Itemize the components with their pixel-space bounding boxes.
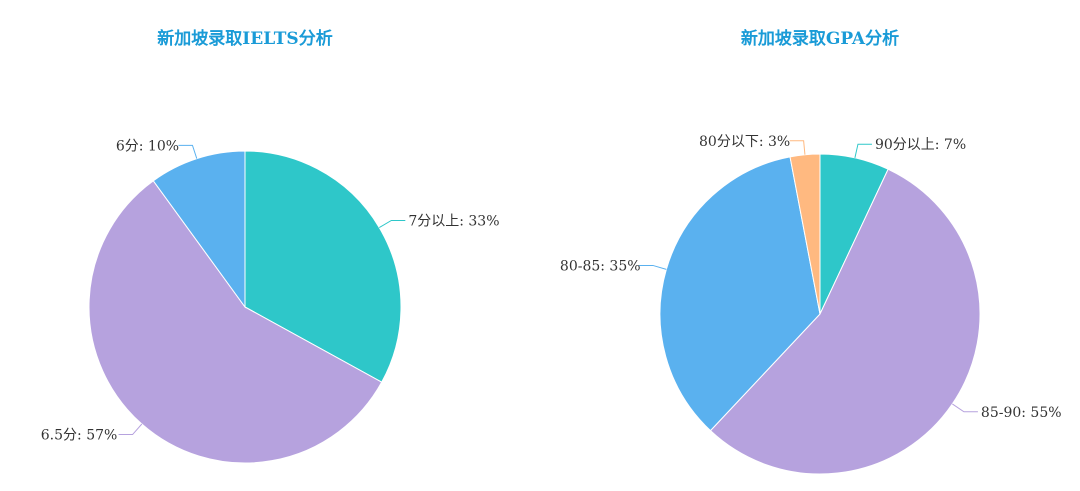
ielts-leader-1 (118, 423, 143, 436)
gpa-leader-2 (638, 264, 667, 270)
ielts-slice-1[interactable] (88, 180, 383, 464)
ielts-label-0: 7分以上: 33% (408, 213, 499, 229)
gpa-label-2: 80-85: 35% (560, 258, 641, 274)
gpa-leader-1 (952, 403, 978, 413)
ielts-label-1: 6.5分: 57% (41, 428, 118, 444)
gpa-label-0: 90分以上: 7% (875, 137, 966, 153)
gpa-label-1: 85-90: 55% (981, 405, 1062, 421)
gpa-leader-3 (789, 140, 806, 155)
ielts-leader-2 (178, 144, 198, 159)
gpa-label-3: 80分以下: 3% (699, 134, 790, 150)
ielts-chart-title: 新加坡录取IELTS分析 (157, 29, 333, 49)
ielts-leader-0 (379, 219, 406, 229)
gpa-leader-0 (854, 143, 872, 158)
gpa-slice-1[interactable] (709, 168, 981, 475)
gpa-pie: 90分以上: 7% 85-90: 55% 80-85: 35% 80分以下: 3% (560, 134, 1062, 475)
gpa-chart-title: 新加坡录取GPA分析 (740, 29, 900, 49)
ielts-label-2: 6分: 10% (116, 138, 179, 154)
ielts-pie: 7分以上: 33% 6.5分: 57% 6分: 10% (41, 138, 500, 464)
